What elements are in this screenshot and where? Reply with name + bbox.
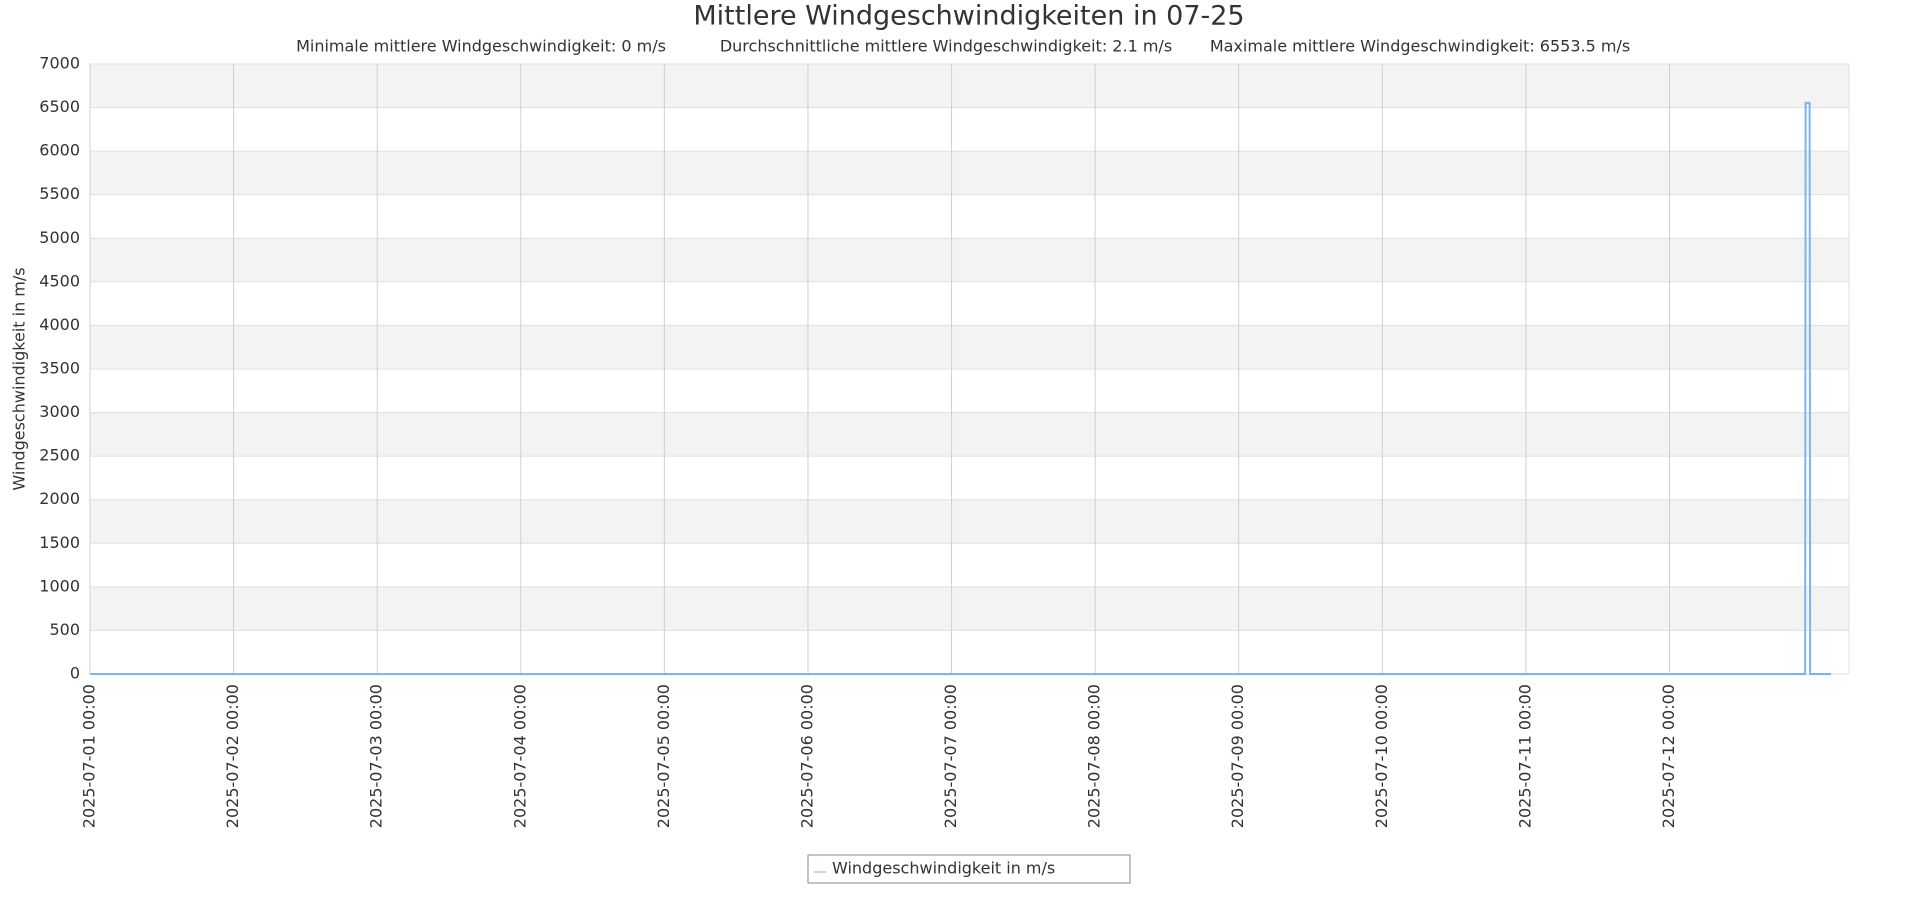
x-tick-label: 2025-07-05 00:00 xyxy=(654,684,673,828)
chart-subtitle: Durchschnittliche mittlere Windgeschwind… xyxy=(720,37,1172,56)
y-tick-label: 500 xyxy=(49,620,80,639)
chart-title: Mittlere Windgeschwindigkeiten in 07-25 xyxy=(693,1,1244,32)
x-tick-label: 2025-07-03 00:00 xyxy=(367,684,386,828)
grid-band xyxy=(90,64,1849,108)
x-tick-label: 2025-07-06 00:00 xyxy=(797,684,816,828)
grid-band xyxy=(90,238,1849,282)
grid-band xyxy=(90,499,1849,544)
y-tick-label: 7000 xyxy=(39,54,80,73)
y-tick-label: 0 xyxy=(70,664,80,683)
y-tick-label: 4500 xyxy=(39,271,80,290)
y-tick-label: 4000 xyxy=(39,315,80,334)
y-tick-label: 3000 xyxy=(39,402,80,421)
y-tick-label: 5000 xyxy=(39,228,80,247)
grid-band xyxy=(90,586,1849,631)
x-tick-label: 2025-07-04 00:00 xyxy=(510,684,529,828)
y-axis-label: Windgeschwindigkeit in m/s xyxy=(10,267,29,490)
grid-band xyxy=(90,412,1849,457)
x-tick-label: 2025-07-12 00:00 xyxy=(1659,684,1678,828)
y-tick-label: 2000 xyxy=(39,489,80,508)
y-tick-label: 2500 xyxy=(39,446,80,465)
x-tick-label: 2025-07-08 00:00 xyxy=(1085,684,1104,828)
y-tick-label: 3500 xyxy=(39,359,80,378)
x-tick-label: 2025-07-10 00:00 xyxy=(1372,684,1391,828)
x-tick-label: 2025-07-11 00:00 xyxy=(1515,684,1534,828)
legend-box xyxy=(807,854,1131,884)
y-tick-label: 5500 xyxy=(39,184,80,203)
y-tick-label: 1500 xyxy=(39,533,80,552)
grid-band xyxy=(90,151,1849,195)
x-tick-label: 2025-07-02 00:00 xyxy=(223,684,242,828)
x-tick-label: 2025-07-09 00:00 xyxy=(1228,684,1247,828)
data-line xyxy=(90,101,1832,675)
grid-band xyxy=(90,325,1849,369)
x-tick-label: 2025-07-07 00:00 xyxy=(941,684,960,828)
chart-subtitle: Maximale mittlere Windgeschwindigkeit: 6… xyxy=(1210,37,1630,56)
y-tick-label: 6500 xyxy=(39,97,80,116)
y-tick-label: 6000 xyxy=(39,141,80,160)
chart-subtitle: Minimale mittlere Windgeschwindigkeit: 0… xyxy=(296,37,666,56)
legend-label: Windgeschwindigkeit in m/s xyxy=(832,859,1055,878)
x-tick-label: 2025-07-01 00:00 xyxy=(80,684,99,828)
y-tick-label: 1000 xyxy=(39,576,80,595)
